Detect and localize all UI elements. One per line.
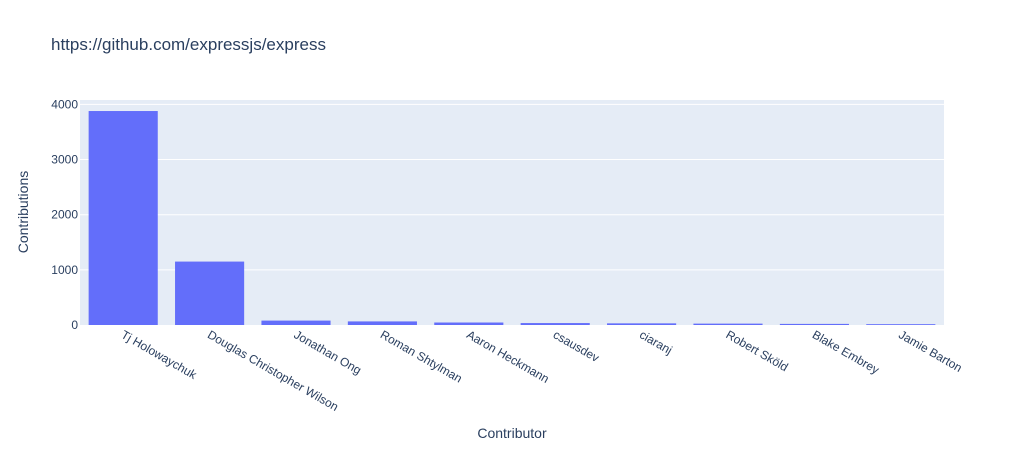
y-axis-ticks: 0 1000 2000 3000 4000 xyxy=(51,97,78,332)
bar[interactable] xyxy=(779,323,849,325)
bar[interactable] xyxy=(261,320,331,325)
y-tick-label: 3000 xyxy=(51,153,78,167)
bar[interactable] xyxy=(88,111,158,325)
y-tick-label: 2000 xyxy=(51,208,78,222)
bar[interactable] xyxy=(175,261,245,325)
y-axis-title: Contributions xyxy=(15,171,31,254)
bar[interactable] xyxy=(866,324,936,325)
x-axis-title: Contributor xyxy=(477,425,547,441)
y-tick-label: 0 xyxy=(71,318,78,332)
bar[interactable] xyxy=(347,321,417,325)
chart-title: https://github.com/expressjs/express xyxy=(51,35,326,54)
bar[interactable] xyxy=(607,323,677,325)
y-tick-label: 4000 xyxy=(51,97,78,111)
bar[interactable] xyxy=(693,323,763,325)
bar[interactable] xyxy=(434,322,504,325)
bars xyxy=(88,111,936,325)
bar[interactable] xyxy=(520,323,590,325)
y-tick-label: 1000 xyxy=(51,263,78,277)
